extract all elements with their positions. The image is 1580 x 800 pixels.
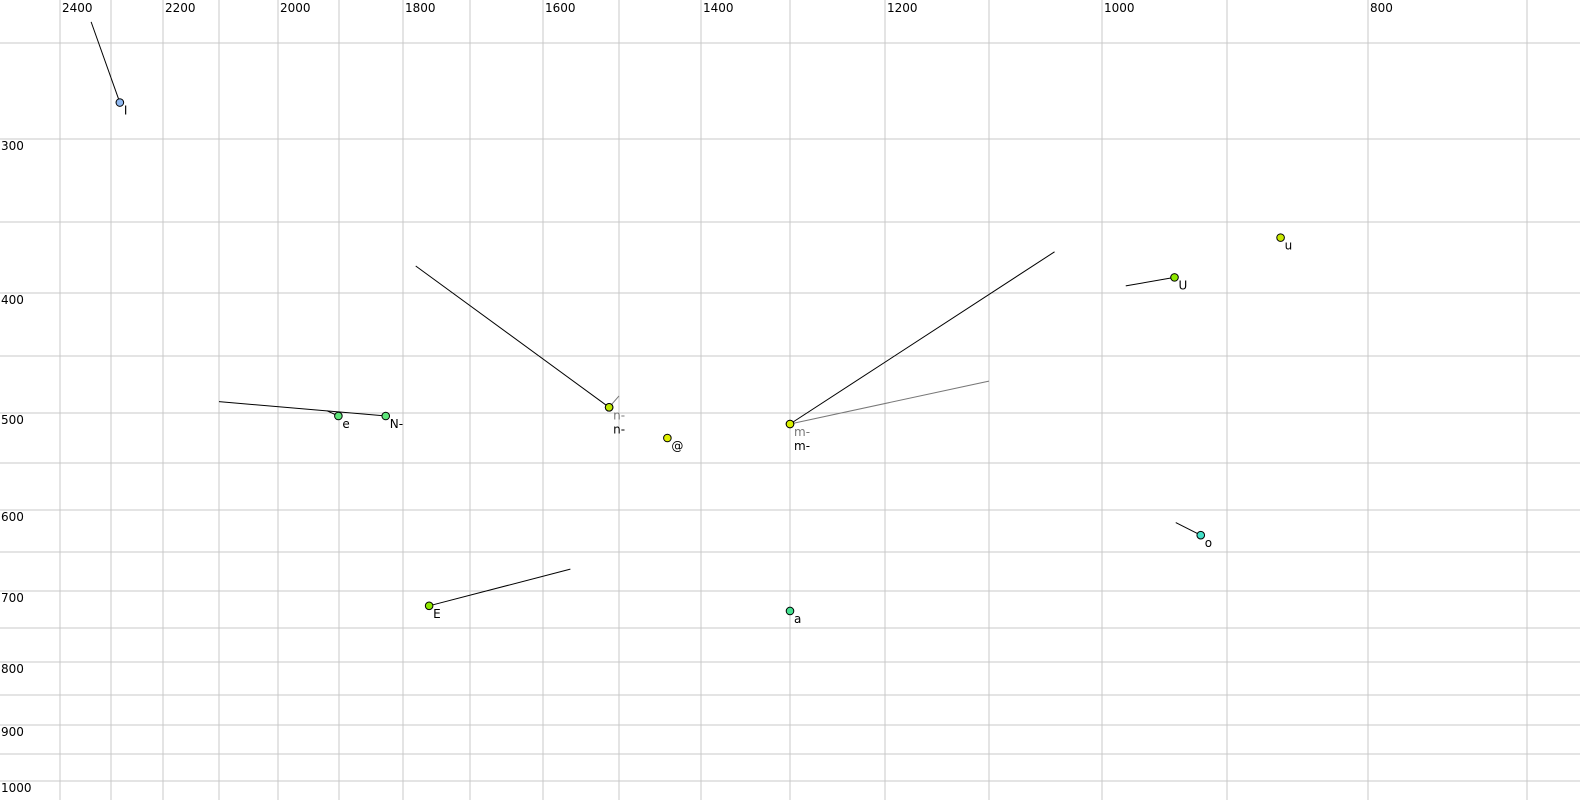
x-tick-label: 2400 — [62, 1, 93, 15]
vowel-point — [1170, 273, 1179, 282]
vowel-label: E — [433, 607, 441, 621]
x-tick-label: 1200 — [887, 1, 918, 15]
y-tick-label: 1000 — [1, 781, 32, 795]
vowel-point — [785, 606, 795, 616]
vowel-point — [381, 411, 391, 421]
x-tick-label: 1400 — [703, 1, 734, 15]
vowel-point — [1196, 530, 1206, 540]
y-tick-label: 300 — [1, 139, 24, 153]
data-points: Ie N-n-n- @ m-m- Uu o E a — [90, 21, 1293, 626]
trajectory-line — [1175, 522, 1201, 536]
vowel-label: u — [1285, 239, 1293, 253]
x-tick-label: 1000 — [1104, 1, 1135, 15]
y-tick-label: 800 — [1, 662, 24, 676]
trajectory-line — [218, 401, 386, 417]
y-tick-label: 600 — [1, 510, 24, 524]
trajectory-line — [1125, 276, 1175, 287]
y-tick-label: 900 — [1, 725, 24, 739]
vowel-label: I — [124, 104, 128, 118]
vowel-label: n- — [613, 408, 625, 422]
vowel-point — [1276, 233, 1285, 242]
y-tick-label: 700 — [1, 591, 24, 605]
vowel-label: m- — [794, 439, 810, 453]
trajectory-line — [789, 380, 990, 425]
vowel-point — [424, 601, 434, 611]
vowel-point — [115, 98, 125, 107]
trajectory-line — [90, 21, 121, 103]
x-tick-label: 1600 — [545, 1, 576, 15]
vowel-point — [663, 433, 672, 443]
vowel-label: @ — [671, 439, 683, 453]
y-tick-label: 400 — [1, 293, 24, 307]
vowel-label: m- — [794, 425, 810, 439]
vowel-label: N- — [390, 417, 403, 431]
vowel-point — [604, 403, 614, 412]
x-tick-label: 1800 — [405, 1, 436, 15]
tick-labels: 2400 2200 2000 1800 1600 1400 1200 1000 800 300 40… — [1, 1, 1393, 795]
vowel-label: U — [1179, 278, 1188, 292]
vowel-point — [334, 411, 343, 421]
x-tick-label: 2200 — [165, 1, 196, 15]
x-tick-label: 2000 — [280, 1, 311, 15]
vowel-label: n- — [613, 422, 625, 436]
vowel-label: a — [794, 612, 801, 626]
x-tick-label: 800 — [1370, 1, 1393, 15]
trajectory-line — [415, 265, 610, 408]
y-tick-label: 500 — [1, 413, 24, 427]
vowel-label: e — [342, 417, 349, 431]
vowel-point — [785, 419, 795, 429]
trajectory-line — [789, 251, 1055, 425]
trajectory-line — [429, 568, 571, 607]
vowel-label: o — [1205, 536, 1212, 550]
